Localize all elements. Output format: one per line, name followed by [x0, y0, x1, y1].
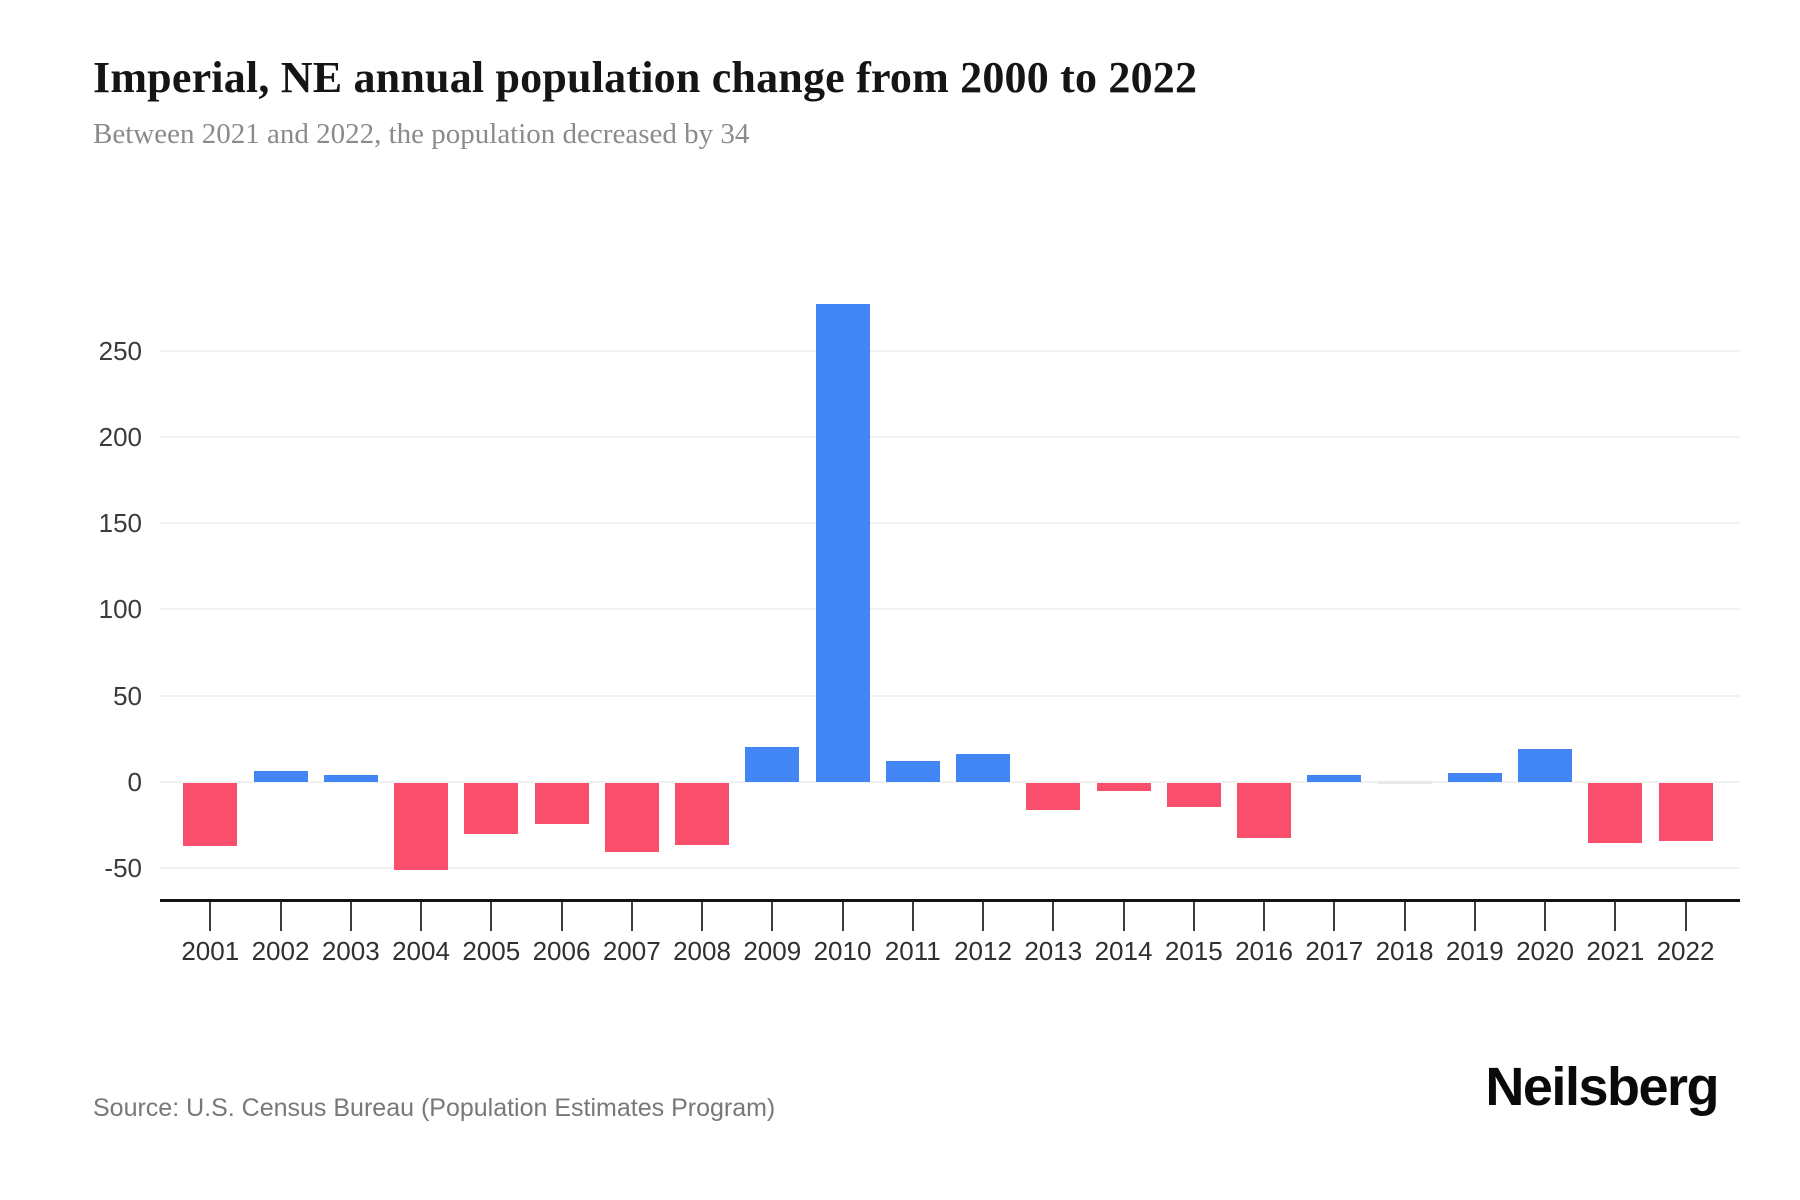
- x-axis-tick-label: 2020: [1516, 936, 1574, 966]
- x-axis-tick-label: 2022: [1656, 936, 1715, 966]
- x-axis-tick-label: 2014: [1094, 936, 1153, 966]
- bar-2019: [1447, 773, 1502, 782]
- bar-2015: [1166, 782, 1221, 807]
- x-axis-tick-label: 2013: [1024, 936, 1083, 966]
- neilsberg-logo: Neilsberg: [1485, 1057, 1719, 1117]
- x-axis-tick: [841, 902, 844, 931]
- x-axis-tick-label: 2008: [673, 936, 731, 966]
- x-axis-tick-label: 2010: [813, 936, 872, 966]
- source-note: Source: U.S. Census Bureau (Population E…: [93, 1094, 776, 1122]
- x-axis-tick-label: 2009: [743, 936, 802, 966]
- bar-2018: [1377, 780, 1432, 784]
- x-axis-tick: [1403, 902, 1406, 931]
- x-axis-tick-label: 2004: [392, 936, 450, 966]
- bar-2022: [1658, 782, 1713, 842]
- x-axis-tick: [1333, 902, 1336, 931]
- gridline: [160, 522, 1740, 525]
- x-axis-tick: [1684, 902, 1687, 931]
- bar-2002: [253, 771, 308, 782]
- x-axis-tick: [630, 902, 633, 931]
- x-axis-tick-label: 2003: [321, 936, 380, 966]
- y-axis-tick-label: 100: [98, 594, 142, 625]
- bar-2006: [534, 782, 589, 824]
- x-axis-tick-label: 2011: [884, 936, 941, 966]
- x-axis-tick: [1544, 902, 1546, 931]
- x-axis-line: [160, 899, 1740, 902]
- x-axis-tick-label: 2006: [532, 936, 591, 966]
- x-axis-tick: [1192, 902, 1195, 931]
- x-axis-tick-label: 2005: [462, 936, 521, 966]
- y-axis-tick-label: 50: [113, 680, 142, 711]
- bar-2020: [1518, 748, 1572, 782]
- x-axis-tick: [1122, 902, 1125, 931]
- x-axis-tick-label: 2017: [1305, 936, 1364, 966]
- x-axis-tick: [560, 902, 563, 931]
- x-axis-tick: [279, 902, 282, 931]
- x-axis-tick-label: 2012: [954, 936, 1012, 966]
- gridline: [160, 780, 1740, 783]
- bar-2014: [1096, 782, 1151, 792]
- y-axis-tick-label: 150: [98, 508, 142, 539]
- chart-title: Imperial, NE annual population change fr…: [93, 53, 1198, 102]
- bar-2005: [464, 782, 519, 835]
- x-axis-tick: [771, 902, 774, 931]
- x-axis-tick: [349, 902, 352, 931]
- bar-2001: [183, 782, 238, 847]
- bar-2017: [1307, 774, 1362, 782]
- x-axis-tick-label: 2016: [1235, 936, 1293, 966]
- x-axis-tick: [701, 902, 703, 931]
- gridline: [160, 608, 1740, 611]
- x-axis-tick: [1473, 902, 1476, 931]
- x-axis-tick-label: 2015: [1164, 936, 1223, 966]
- gridline: [160, 436, 1740, 439]
- x-axis-tick-label: 2001: [181, 936, 240, 966]
- x-axis-tick: [1263, 902, 1265, 931]
- x-axis-tick: [209, 902, 212, 931]
- y-axis-tick-label: -50: [104, 852, 142, 883]
- bar-2003: [323, 774, 378, 782]
- gridline: [160, 694, 1740, 697]
- bar-2012: [956, 754, 1010, 782]
- x-axis-tick-label: 2021: [1586, 936, 1645, 966]
- chart-subtitle: Between 2021 and 2022, the population de…: [93, 118, 750, 150]
- gridline: [160, 349, 1740, 352]
- gridline: [160, 866, 1740, 869]
- bar-2021: [1588, 782, 1643, 843]
- x-axis-tick: [911, 902, 914, 931]
- x-axis-tick: [1614, 902, 1617, 931]
- x-axis-tick-label: 2002: [251, 936, 310, 966]
- bar-2007: [604, 782, 659, 852]
- bar-2013: [1026, 782, 1081, 811]
- bar-2011: [885, 760, 940, 782]
- y-axis-tick-label: 200: [98, 422, 142, 453]
- bar-2016: [1237, 782, 1291, 838]
- x-axis-tick-label: 2007: [602, 936, 661, 966]
- y-axis-tick-label: 250: [98, 335, 142, 366]
- bar-2009: [745, 747, 800, 782]
- x-axis-tick: [490, 902, 493, 931]
- x-axis-tick: [982, 902, 984, 931]
- x-axis-tick: [1052, 902, 1055, 931]
- x-axis-tick-label: 2019: [1445, 936, 1504, 966]
- bar-2004: [394, 782, 448, 871]
- bar-2010: [815, 304, 870, 782]
- bar-2008: [675, 782, 729, 845]
- x-axis-tick-label: 2018: [1375, 936, 1434, 966]
- y-axis-tick-label: 0: [127, 766, 142, 797]
- x-axis-tick: [420, 902, 422, 931]
